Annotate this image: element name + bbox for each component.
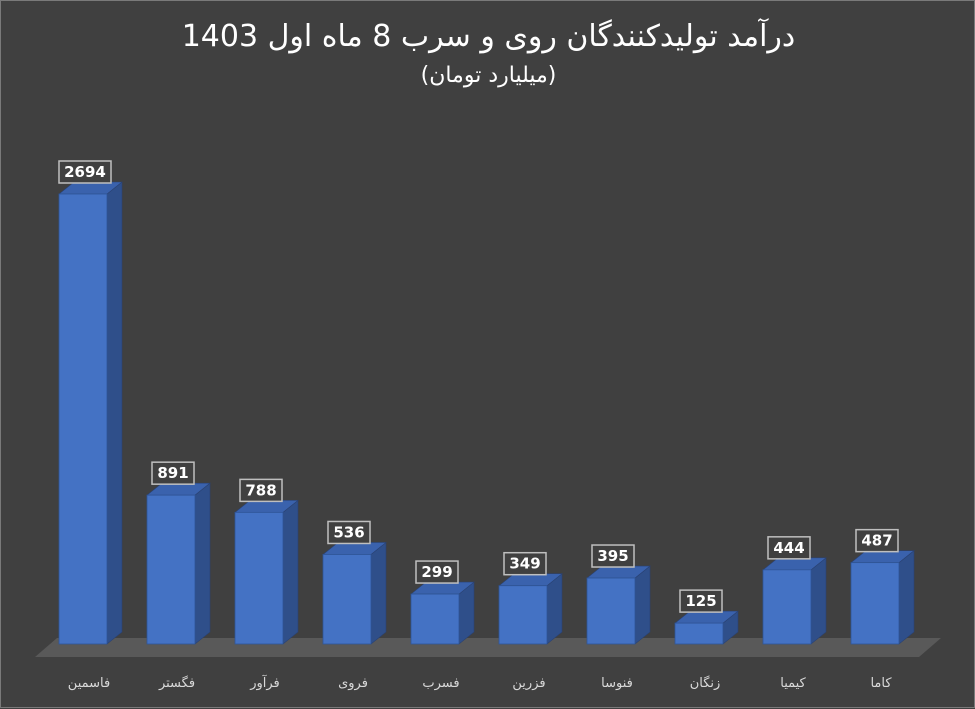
data-label-box bbox=[679, 589, 723, 613]
data-label: 788 bbox=[245, 481, 276, 499]
bar bbox=[498, 585, 548, 645]
bar-side bbox=[106, 181, 123, 645]
bar-side bbox=[898, 550, 915, 645]
data-label-box bbox=[767, 536, 811, 560]
data-label-box bbox=[503, 551, 547, 576]
bar bbox=[586, 577, 636, 645]
bar-side bbox=[194, 482, 211, 645]
category-label: فاسمین bbox=[68, 676, 110, 691]
bar bbox=[146, 494, 196, 645]
data-label: 487 bbox=[861, 532, 892, 550]
data-label: 536 bbox=[333, 523, 364, 541]
category-label: فرآور bbox=[249, 674, 280, 691]
chart-title: درآمد تولیدکنندگان روی و سرب 8 ماه اول 1… bbox=[181, 19, 796, 54]
category-label: زنگان bbox=[690, 675, 721, 691]
data-label: 444 bbox=[773, 539, 804, 557]
category-label: فسرب bbox=[422, 676, 459, 691]
bar bbox=[234, 511, 284, 645]
bar bbox=[410, 593, 460, 645]
category-label: فزرین bbox=[512, 676, 545, 691]
category-label: کاما bbox=[870, 676, 892, 691]
data-label-box bbox=[591, 544, 635, 568]
data-label: 299 bbox=[421, 563, 452, 581]
bar bbox=[58, 193, 108, 645]
bar-side bbox=[810, 557, 827, 645]
bar bbox=[674, 622, 724, 645]
bar bbox=[762, 569, 812, 645]
bar bbox=[850, 562, 900, 645]
data-label-box bbox=[415, 560, 459, 584]
category-label: فگستر bbox=[158, 675, 195, 691]
data-label: 125 bbox=[685, 592, 716, 610]
bar-side bbox=[634, 565, 651, 645]
data-label-box bbox=[58, 160, 112, 184]
category-label: کیمیا bbox=[780, 676, 806, 691]
category-label: فنوسا bbox=[601, 676, 633, 691]
data-label-box bbox=[855, 528, 899, 553]
data-label: 2694 bbox=[64, 163, 106, 181]
data-label: 395 bbox=[597, 547, 628, 565]
data-label-box bbox=[239, 478, 283, 503]
data-label-box bbox=[151, 461, 195, 485]
bar bbox=[322, 554, 372, 645]
data-label: 891 bbox=[157, 464, 188, 482]
category-label: فروی bbox=[338, 676, 368, 691]
bar-side bbox=[370, 541, 387, 645]
data-label: 349 bbox=[509, 555, 540, 573]
data-label-box bbox=[327, 520, 371, 545]
bar-side bbox=[282, 499, 299, 645]
chart-subtitle: (میلیارد تومان) bbox=[420, 63, 557, 88]
